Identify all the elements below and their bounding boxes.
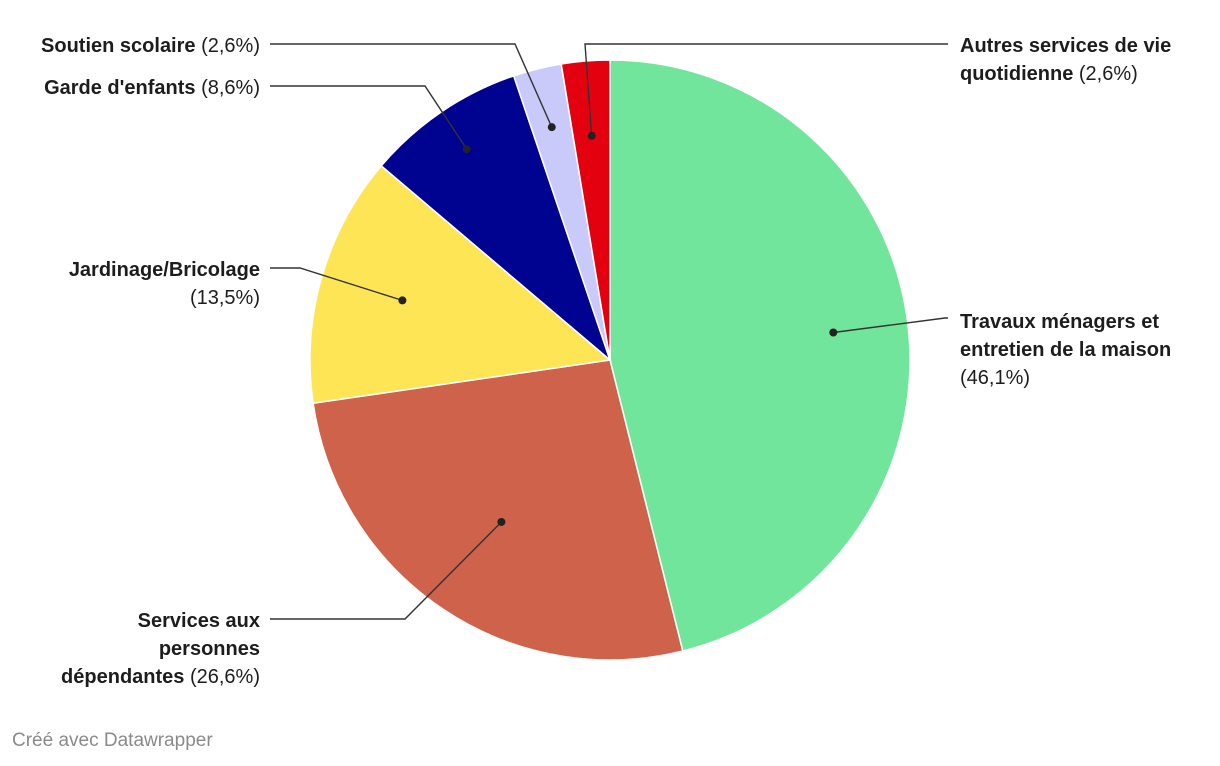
leader-dot <box>462 145 471 154</box>
slice-label-name: personnes <box>159 638 260 660</box>
slice-label-value: (26,6%) <box>184 666 260 688</box>
slice-label: Jardinage/Bricolage (13,5%) <box>69 259 260 309</box>
slice-label: Soutien scolaire (2,6%) <box>41 35 260 57</box>
slice-label-value: (8,6%) <box>196 77 260 99</box>
leader-dot <box>587 131 596 140</box>
slice-label-value: (2,6%) <box>196 35 260 57</box>
slice-label-value: (46,1%) <box>960 367 1030 389</box>
slice-label: Travaux ménagers et entretien de la maiso… <box>960 311 1171 389</box>
leader-line <box>270 43 553 128</box>
slice-label-name: Travaux ménagers et <box>960 311 1159 333</box>
pie-slice <box>312 359 684 661</box>
leader-dot <box>829 328 838 337</box>
slice-label-name: dépendantes <box>61 666 184 688</box>
pie-slice <box>560 59 611 361</box>
slice-label-name: Jardinage/Bricolage <box>69 259 260 281</box>
slice-label-name: Autres services de vie <box>960 35 1171 57</box>
leader-line <box>270 267 403 302</box>
leader-line <box>584 43 948 136</box>
leader-dot <box>547 123 556 132</box>
slice-label-name: Garde d'enfants <box>44 77 195 99</box>
slice-label-value: (13,5%) <box>190 287 260 309</box>
slice-label-name: Soutien scolaire <box>41 35 196 57</box>
slice-labels: Travaux ménagers et entretien de la maiso… <box>41 35 1171 688</box>
leader-lines <box>270 43 948 620</box>
leader-line <box>270 521 502 620</box>
leader-line <box>833 317 948 334</box>
slice-label-name: entretien de la maison <box>960 339 1171 361</box>
slice-label-name: quotidienne <box>960 63 1073 85</box>
slice-label: Garde d'enfants (8,6%) <box>44 77 260 99</box>
slice-label-value: (2,6%) <box>1073 63 1137 85</box>
pie-slices <box>309 59 911 661</box>
footer-credit: Créé avec Datawrapper <box>12 730 213 751</box>
slice-label: Services aux personnes dépendantes (26,6%) <box>61 610 260 688</box>
leader-dot <box>398 296 407 305</box>
slice-label-name: Services aux <box>138 610 260 632</box>
slice-label: Autres services de vie quotidienne (2,6%) <box>960 35 1171 85</box>
leader-dot <box>497 517 506 526</box>
pie-slice <box>309 164 612 405</box>
leader-line <box>270 85 468 150</box>
